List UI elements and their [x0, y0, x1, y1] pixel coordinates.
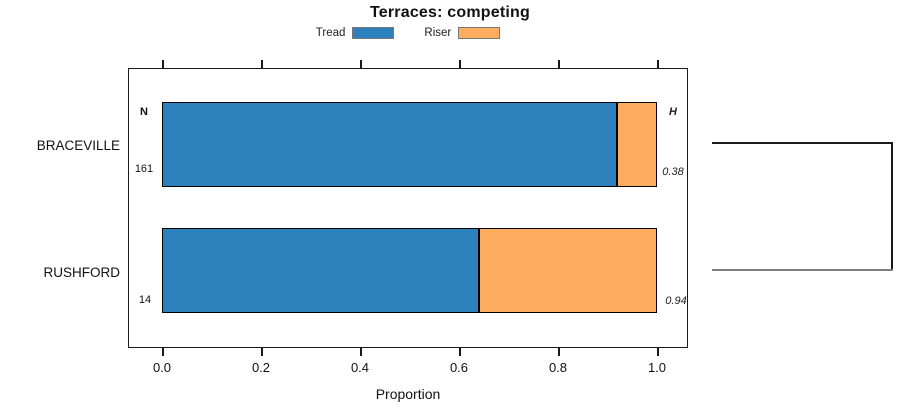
legend-item-riser: Riser	[424, 27, 501, 39]
axis-tick-label: 0.0	[152, 360, 172, 375]
axis-tick-label: 1.0	[647, 360, 667, 375]
axis-tick-top	[360, 60, 362, 68]
axis-tick-label: 0.4	[350, 360, 370, 375]
bracket-top-line	[712, 142, 893, 144]
bar-segment-tread-rushford	[162, 228, 479, 313]
axis-tick-top	[162, 60, 164, 68]
axis-tick-top	[657, 60, 659, 68]
h-value-rushford: 0.94	[665, 295, 687, 307]
bar-segment-tread-braceville	[162, 102, 618, 187]
axis-tick-top	[459, 60, 461, 68]
n-column-header: N	[140, 106, 148, 118]
legend-swatch-riser-icon	[458, 27, 501, 39]
legend-label-riser: Riser	[424, 27, 452, 39]
axis-tick-top	[261, 60, 263, 68]
bracket-bottom-line	[712, 269, 893, 271]
axis-tick-bottom	[459, 348, 461, 356]
bar-segment-riser-rushford	[478, 228, 657, 313]
axis-tick-bottom	[162, 348, 164, 356]
bracket-vertical-line	[891, 142, 893, 271]
bar-segment-riser-braceville	[617, 102, 657, 187]
axis-tick-label: 0.8	[548, 360, 568, 375]
axis-tick-bottom	[360, 348, 362, 356]
n-value-braceville: 161	[134, 163, 154, 175]
legend-item-tread: Tread	[316, 27, 395, 39]
axis-tick-label: 0.6	[449, 360, 469, 375]
axis-tick-bottom	[261, 348, 263, 356]
x-axis-label: Proportion	[375, 386, 441, 402]
legend: Tread Riser	[128, 25, 688, 41]
chart-title: Terraces: competing	[370, 4, 530, 21]
axis-tick-label: 0.2	[251, 360, 271, 375]
category-label-rushford: RUSHFORD	[43, 265, 121, 280]
axis-tick-top	[558, 60, 560, 68]
h-column-header: H	[669, 106, 677, 118]
axis-tick-bottom	[558, 348, 560, 356]
legend-label-tread: Tread	[315, 27, 346, 39]
h-value-braceville: 0.38	[662, 166, 684, 178]
n-value-rushford: 14	[138, 294, 152, 306]
axis-tick-bottom	[657, 348, 659, 356]
legend-swatch-tread-icon	[352, 27, 395, 39]
category-label-braceville: BRACEVILLE	[36, 138, 120, 153]
